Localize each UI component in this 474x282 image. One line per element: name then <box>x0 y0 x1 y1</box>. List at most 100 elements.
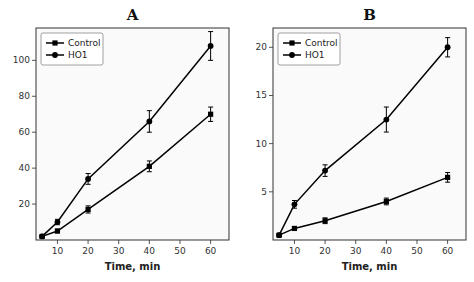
data-point <box>384 199 389 204</box>
series-line <box>42 46 210 236</box>
data-point <box>277 233 282 238</box>
data-point <box>85 176 91 182</box>
error-bar <box>445 38 450 57</box>
error-bar-cap <box>292 208 297 209</box>
legend-marker <box>52 52 58 58</box>
error-bar-cap <box>384 204 389 205</box>
y-tick <box>269 191 273 192</box>
plot-area <box>36 28 229 240</box>
error-bar-cap <box>384 107 389 108</box>
y-tick-label: 10 <box>256 139 268 149</box>
data-point <box>55 219 61 225</box>
legend-box <box>278 33 340 65</box>
x-tick <box>179 240 180 244</box>
error-bar <box>323 218 328 224</box>
data-point <box>39 234 45 240</box>
error-bar-cap <box>384 198 389 199</box>
panel-title: B <box>363 6 376 24</box>
x-tick-label: 10 <box>289 246 301 256</box>
error-bar <box>384 198 389 205</box>
plot-frame <box>273 28 466 240</box>
error-bar-cap <box>86 173 91 174</box>
error-bar-cap <box>323 164 328 165</box>
y-tick <box>32 168 36 169</box>
error-bar-cap <box>147 110 152 111</box>
error-bar-cap <box>208 107 213 108</box>
y-tick <box>269 47 273 48</box>
y-tick-label: 60 <box>19 127 31 137</box>
y-tick <box>32 60 36 61</box>
error-bar-cap <box>147 132 152 133</box>
error-bar <box>384 107 389 132</box>
error-bar-cap <box>208 121 213 122</box>
series-line <box>42 114 210 236</box>
error-bar <box>55 229 60 233</box>
error-bar <box>292 200 297 208</box>
x-tick <box>325 240 326 244</box>
error-bar-cap <box>208 60 213 61</box>
data-point <box>208 112 213 117</box>
error-bar <box>147 111 152 133</box>
error-bar-cap <box>292 200 297 201</box>
legend-marker <box>52 40 57 45</box>
x-tick <box>294 240 295 244</box>
x-tick-label: 40 <box>144 246 156 256</box>
legend-marker <box>289 40 294 45</box>
error-bar <box>147 161 152 172</box>
error-bar-cap <box>445 37 450 38</box>
error-bar-cap <box>445 172 450 173</box>
error-bar-cap <box>86 184 91 185</box>
error-bar <box>208 32 213 61</box>
data-point <box>322 168 328 174</box>
y-tick-label: 20 <box>256 42 268 52</box>
x-tick-label: 30 <box>350 246 362 256</box>
y-tick-label: 40 <box>19 163 31 173</box>
y-tick <box>269 143 273 144</box>
y-tick <box>269 95 273 96</box>
error-bar <box>292 227 297 231</box>
error-bar-cap <box>445 56 450 57</box>
data-point <box>147 164 152 169</box>
data-point <box>383 117 389 123</box>
x-tick <box>88 240 89 244</box>
data-point <box>292 201 298 207</box>
series-line <box>279 177 447 235</box>
error-bar-cap <box>147 171 152 172</box>
y-tick <box>32 204 36 205</box>
y-tick-label: 100 <box>13 55 30 65</box>
y-tick-label: 5 <box>261 187 267 197</box>
panel: 10203040506020406080100ATime, minControl… <box>13 6 229 272</box>
x-tick-label: 40 <box>381 246 393 256</box>
x-tick <box>416 240 417 244</box>
data-group <box>276 38 450 238</box>
error-bar-cap <box>208 31 213 32</box>
x-tick <box>355 240 356 244</box>
legend-box <box>41 33 103 65</box>
legend-label: Control <box>68 38 101 48</box>
plot-frame <box>36 28 229 240</box>
y-tick-label: 20 <box>19 199 31 209</box>
legend-marker <box>289 52 295 58</box>
error-bar-cap <box>384 132 389 133</box>
error-bar <box>86 206 91 213</box>
x-tick-label: 20 <box>319 246 331 256</box>
series-line <box>279 47 447 235</box>
y-tick <box>32 132 36 133</box>
error-bar <box>86 174 91 185</box>
error-bar <box>445 173 450 183</box>
data-point <box>85 207 90 212</box>
data-point <box>292 226 297 231</box>
data-point <box>445 175 450 180</box>
error-bar <box>208 107 213 121</box>
error-bar-cap <box>86 205 91 206</box>
error-bar-cap <box>147 160 152 161</box>
y-tick-label: 15 <box>256 90 267 100</box>
x-tick-label: 30 <box>113 246 125 256</box>
legend-label: HO1 <box>305 50 325 60</box>
x-tick-label: 50 <box>411 246 423 256</box>
x-tick-label: 60 <box>205 246 217 256</box>
data-point <box>276 232 282 238</box>
x-tick-label: 50 <box>174 246 186 256</box>
error-bar-cap <box>323 176 328 177</box>
x-tick <box>149 240 150 244</box>
